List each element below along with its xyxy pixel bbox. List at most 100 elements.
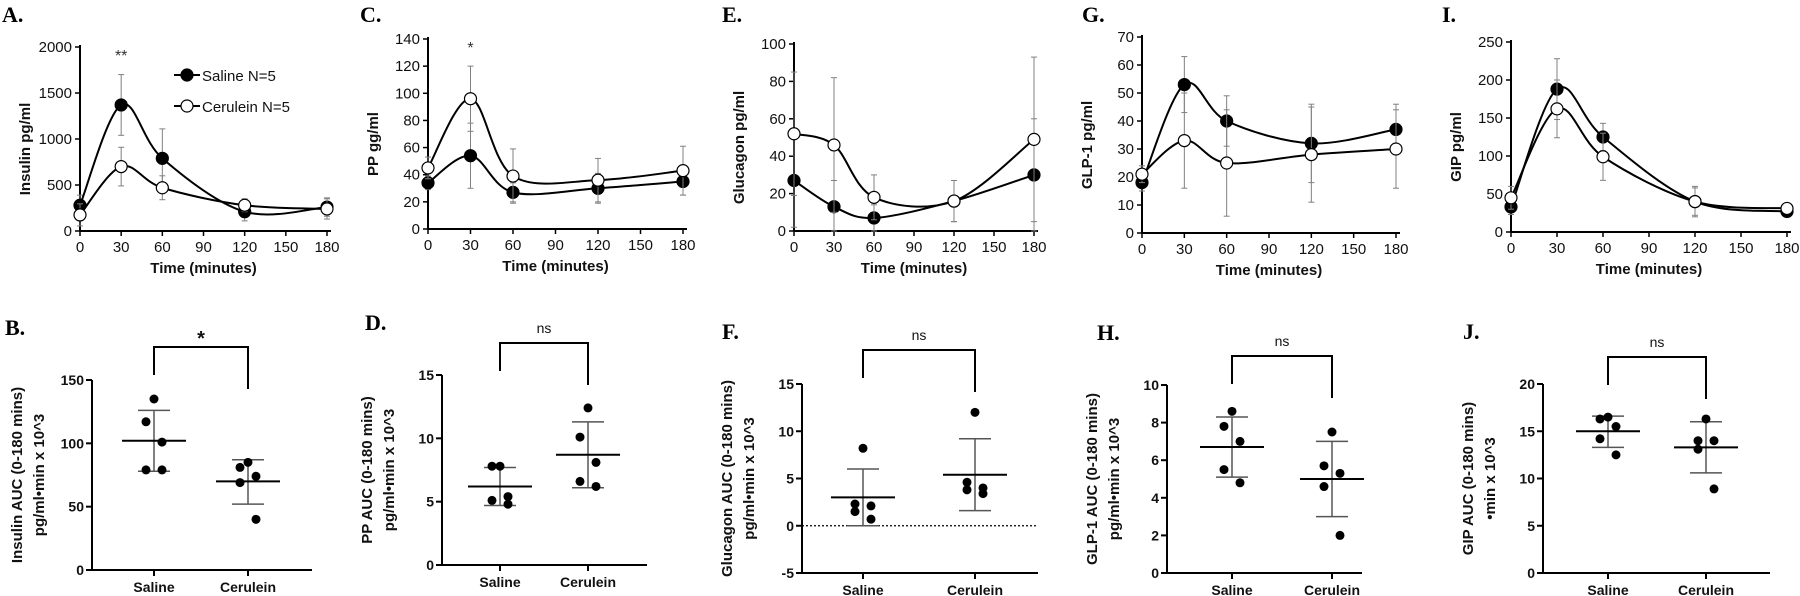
series-cerulein <box>421 65 690 204</box>
category-label: Cerulein <box>560 574 616 590</box>
y-tick-label: 0 <box>1527 565 1535 581</box>
legend-label: Saline N=5 <box>202 68 276 85</box>
data-point <box>141 417 151 427</box>
data-point <box>243 457 253 467</box>
x-tick-label: 30 <box>462 237 479 254</box>
data-point <box>591 481 601 491</box>
chart-gip-time-course: I. 0 50 100 150 200 250 0 30 60 90 120 150 180 Time (m… <box>1442 2 1800 278</box>
panel-label: E. <box>722 2 742 27</box>
data-point <box>463 92 478 106</box>
series-line <box>1510 107 1788 210</box>
data-point <box>1603 412 1613 422</box>
y-tick-label: 60 <box>1117 57 1134 74</box>
data-point <box>962 485 972 495</box>
data-point <box>320 202 334 216</box>
significance-bracket <box>1607 356 1707 399</box>
data-point <box>866 501 876 511</box>
x-tick-label: 30 <box>1176 241 1193 258</box>
data-point <box>867 190 881 204</box>
data-point <box>850 499 860 509</box>
y-axis-label: GIP pg/ml <box>1448 112 1465 182</box>
data-point <box>235 478 245 488</box>
group-saline <box>468 461 532 509</box>
y-tick-label: 8 <box>1151 415 1159 431</box>
y-tick-label: 20 <box>1117 169 1134 186</box>
panel-label: C. <box>360 2 381 27</box>
data-point <box>487 495 497 505</box>
data-point <box>1219 421 1229 431</box>
x-tick-label: 90 <box>195 239 212 256</box>
y-axis-label: pg/ml•min x 10^3 <box>31 414 48 536</box>
y-tick-label: 80 <box>403 112 420 129</box>
y-axis-label: PP AUC (0-180 mins) <box>359 396 376 544</box>
x-tick-label: 180 <box>314 239 339 256</box>
category-label: Saline <box>133 579 174 595</box>
x-tick-label: 150 <box>628 237 653 254</box>
x-tick-label: 30 <box>113 239 130 256</box>
y-axis-label: •min x 10^3 <box>1482 437 1499 519</box>
data-point <box>1335 530 1345 540</box>
x-tick-label: 180 <box>670 237 695 254</box>
data-point <box>1709 484 1719 494</box>
data-point <box>850 507 860 517</box>
y-tick-label: 60 <box>769 111 786 128</box>
category-label: Cerulein <box>1678 582 1734 596</box>
data-point <box>149 394 159 404</box>
data-point <box>970 407 980 417</box>
y-tick-label: 10 <box>1117 197 1134 214</box>
x-tick-label: 90 <box>1641 240 1658 257</box>
data-point <box>157 465 167 475</box>
x-tick-label: 120 <box>232 239 257 256</box>
x-tick-label: 60 <box>866 239 883 256</box>
y-tick-label: 150 <box>1478 110 1503 127</box>
y-tick-label: 20 <box>1519 376 1535 392</box>
series-cerulein <box>1504 79 1794 218</box>
significance-bracket <box>1231 355 1333 398</box>
data-point <box>506 169 520 183</box>
significance-label: ns <box>1275 333 1290 349</box>
y-tick-label: 5 <box>426 494 434 510</box>
panel-label: D. <box>365 310 386 335</box>
data-point <box>947 194 961 208</box>
category-label: Saline <box>842 582 883 596</box>
y-axis-label: GLP-1 pg/ml <box>1079 101 1096 189</box>
y-tick-label: 500 <box>47 177 72 194</box>
data-point <box>1135 167 1149 181</box>
y-tick-label: 50 <box>68 499 84 515</box>
panel-label: J. <box>1463 319 1480 344</box>
data-point <box>1595 434 1605 444</box>
data-point <box>1319 461 1329 471</box>
category-label: Cerulein <box>947 582 1003 596</box>
data-point <box>676 164 690 178</box>
x-tick-label: 120 <box>1682 240 1707 257</box>
y-axis-label: GLP-1 AUC (0-180 mins) <box>1084 393 1101 565</box>
data-point <box>1235 478 1245 488</box>
y-tick-label: 2 <box>1151 527 1159 543</box>
y-tick-label: 100 <box>61 435 85 451</box>
series-cerulein <box>73 146 334 227</box>
data-point <box>1177 77 1191 92</box>
significance-label: * <box>197 328 205 350</box>
y-tick-label: 1000 <box>39 131 72 148</box>
y-tick-label: 60 <box>403 140 420 157</box>
data-point <box>1596 150 1610 164</box>
data-point <box>575 432 585 442</box>
data-point <box>827 138 841 152</box>
x-tick-label: 60 <box>154 239 171 256</box>
y-tick-label: 20 <box>769 186 786 203</box>
significance-marker: ** <box>115 48 127 65</box>
category-label: Cerulein <box>1304 582 1360 596</box>
series-saline <box>421 122 690 204</box>
y-tick-label: 4 <box>1151 490 1159 506</box>
data-point <box>235 462 245 472</box>
data-point <box>1709 436 1719 446</box>
x-tick-label: 0 <box>1507 240 1515 257</box>
significance-marker: * <box>467 40 473 57</box>
data-point <box>1701 414 1711 424</box>
data-point <box>591 173 605 187</box>
x-tick-label: 180 <box>1021 239 1046 256</box>
group-cerulein <box>216 457 280 524</box>
chart-auc-1097: H. 0 2 4 6 8 10 Saline Cerulein GLP-1 AUC (0-180 … <box>1084 320 1364 596</box>
y-axis-label: pg/ml•min x 10^3 <box>1106 418 1123 540</box>
x-tick-label: 0 <box>76 239 84 256</box>
